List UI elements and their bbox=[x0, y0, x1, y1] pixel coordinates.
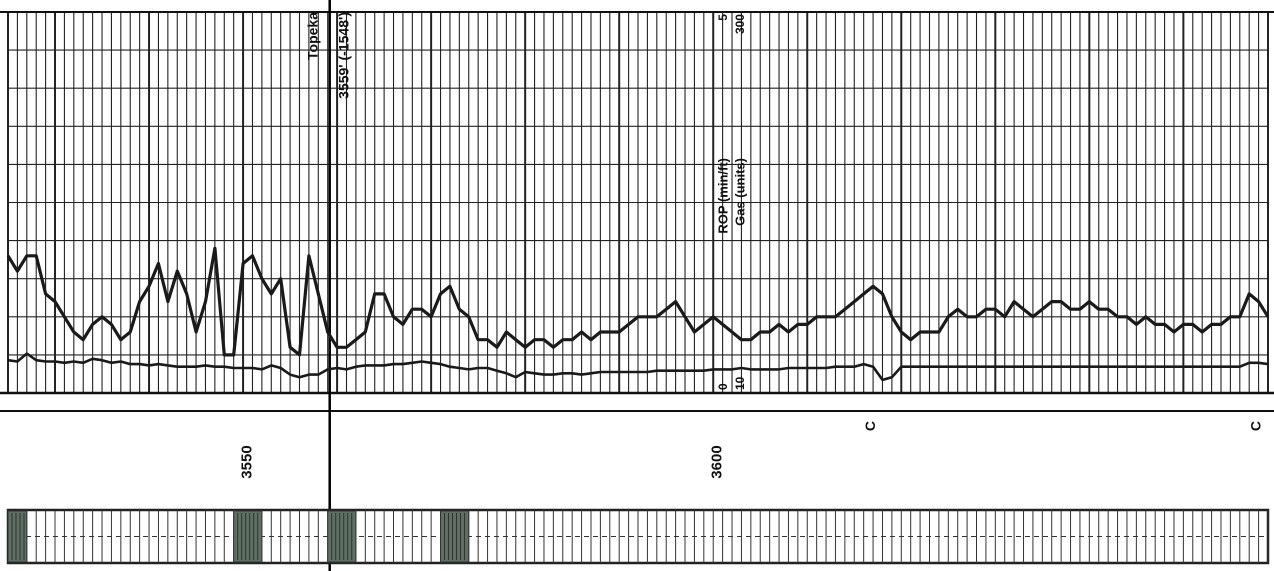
depth-tick-label: 3600 bbox=[709, 445, 726, 478]
curve-max-label: 300 bbox=[733, 14, 747, 34]
marker-label: C bbox=[1248, 421, 1264, 431]
depth-tick-label: 3550 bbox=[239, 445, 256, 478]
formation-depth-label: 3559' (-1548') bbox=[336, 12, 352, 99]
curve-name-label: ROP (min/ft) bbox=[716, 158, 731, 234]
rop-curve bbox=[6, 246, 1270, 357]
label-layer: 3550 3600 C C Topeka 3559' (-1548') ROP (min/f… bbox=[239, 12, 1264, 479]
curve-name-label: Gas (units) bbox=[733, 158, 748, 226]
curve-min-label: 10 bbox=[733, 376, 747, 390]
lithology-track bbox=[6, 508, 1270, 565]
curve-min-label: 0 bbox=[716, 383, 730, 390]
curve-layer bbox=[6, 246, 1270, 382]
curve-max-label: 5 bbox=[716, 14, 730, 21]
formation-name-label: Topeka bbox=[305, 12, 321, 60]
marker-label: C bbox=[862, 421, 878, 431]
lithology-dark-block bbox=[7, 510, 28, 563]
gas-curve bbox=[7, 352, 1269, 382]
